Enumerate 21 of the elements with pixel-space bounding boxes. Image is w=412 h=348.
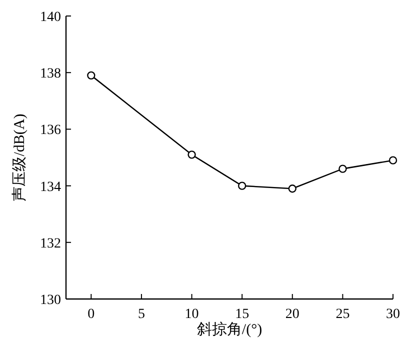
x-tick-label: 5 — [138, 307, 145, 322]
x-tick-label: 25 — [336, 307, 350, 322]
point — [238, 182, 246, 190]
y-tick-label: 132 — [40, 236, 61, 252]
y-tick-label: 138 — [40, 66, 61, 82]
point — [87, 71, 96, 80]
y-tick-label: 136 — [40, 123, 61, 138]
y-tick-label: 140 — [40, 10, 61, 25]
y-tick-label: 134 — [40, 180, 61, 195]
x-tick-label: 30 — [386, 307, 400, 322]
x-tick-label: 15 — [235, 307, 250, 322]
point — [188, 150, 196, 159]
x-axis-title: 斜掠角/(°) — [196, 321, 262, 338]
x-tick-label: 10 — [184, 307, 199, 322]
x-tick-label: 20 — [285, 307, 300, 322]
x-tick-label: 0 — [88, 307, 95, 322]
y-axis-title: 声压级/dB(A) — [11, 114, 28, 202]
point — [338, 164, 347, 173]
y-tick-label: 130 — [40, 293, 61, 308]
point — [288, 184, 296, 193]
point — [388, 156, 398, 164]
